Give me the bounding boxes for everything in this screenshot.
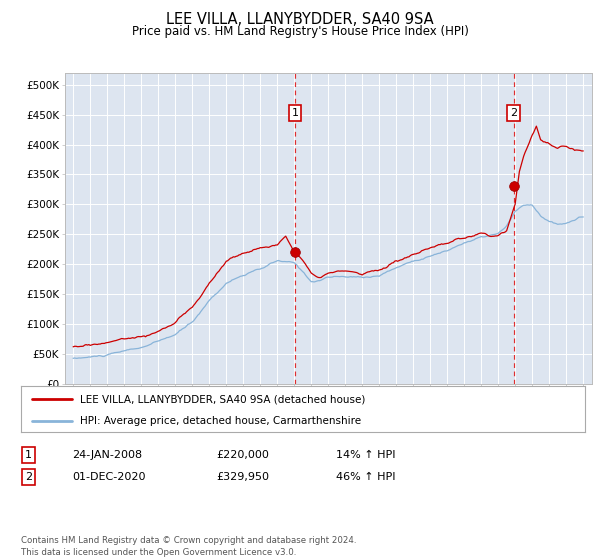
Text: 46% ↑ HPI: 46% ↑ HPI [336,472,395,482]
Text: 1: 1 [292,108,298,118]
Text: 01-DEC-2020: 01-DEC-2020 [72,472,146,482]
Text: Contains HM Land Registry data © Crown copyright and database right 2024.
This d: Contains HM Land Registry data © Crown c… [21,536,356,557]
Text: 24-JAN-2008: 24-JAN-2008 [72,450,142,460]
Text: HPI: Average price, detached house, Carmarthenshire: HPI: Average price, detached house, Carm… [80,416,361,426]
Text: 2: 2 [25,472,32,482]
Text: Price paid vs. HM Land Registry's House Price Index (HPI): Price paid vs. HM Land Registry's House … [131,25,469,38]
Text: LEE VILLA, LLANYBYDDER, SA40 9SA (detached house): LEE VILLA, LLANYBYDDER, SA40 9SA (detach… [80,394,365,404]
Text: LEE VILLA, LLANYBYDDER, SA40 9SA: LEE VILLA, LLANYBYDDER, SA40 9SA [166,12,434,27]
Text: £329,950: £329,950 [216,472,269,482]
Text: 1: 1 [25,450,32,460]
Text: 2: 2 [510,108,517,118]
Text: 14% ↑ HPI: 14% ↑ HPI [336,450,395,460]
Text: £220,000: £220,000 [216,450,269,460]
